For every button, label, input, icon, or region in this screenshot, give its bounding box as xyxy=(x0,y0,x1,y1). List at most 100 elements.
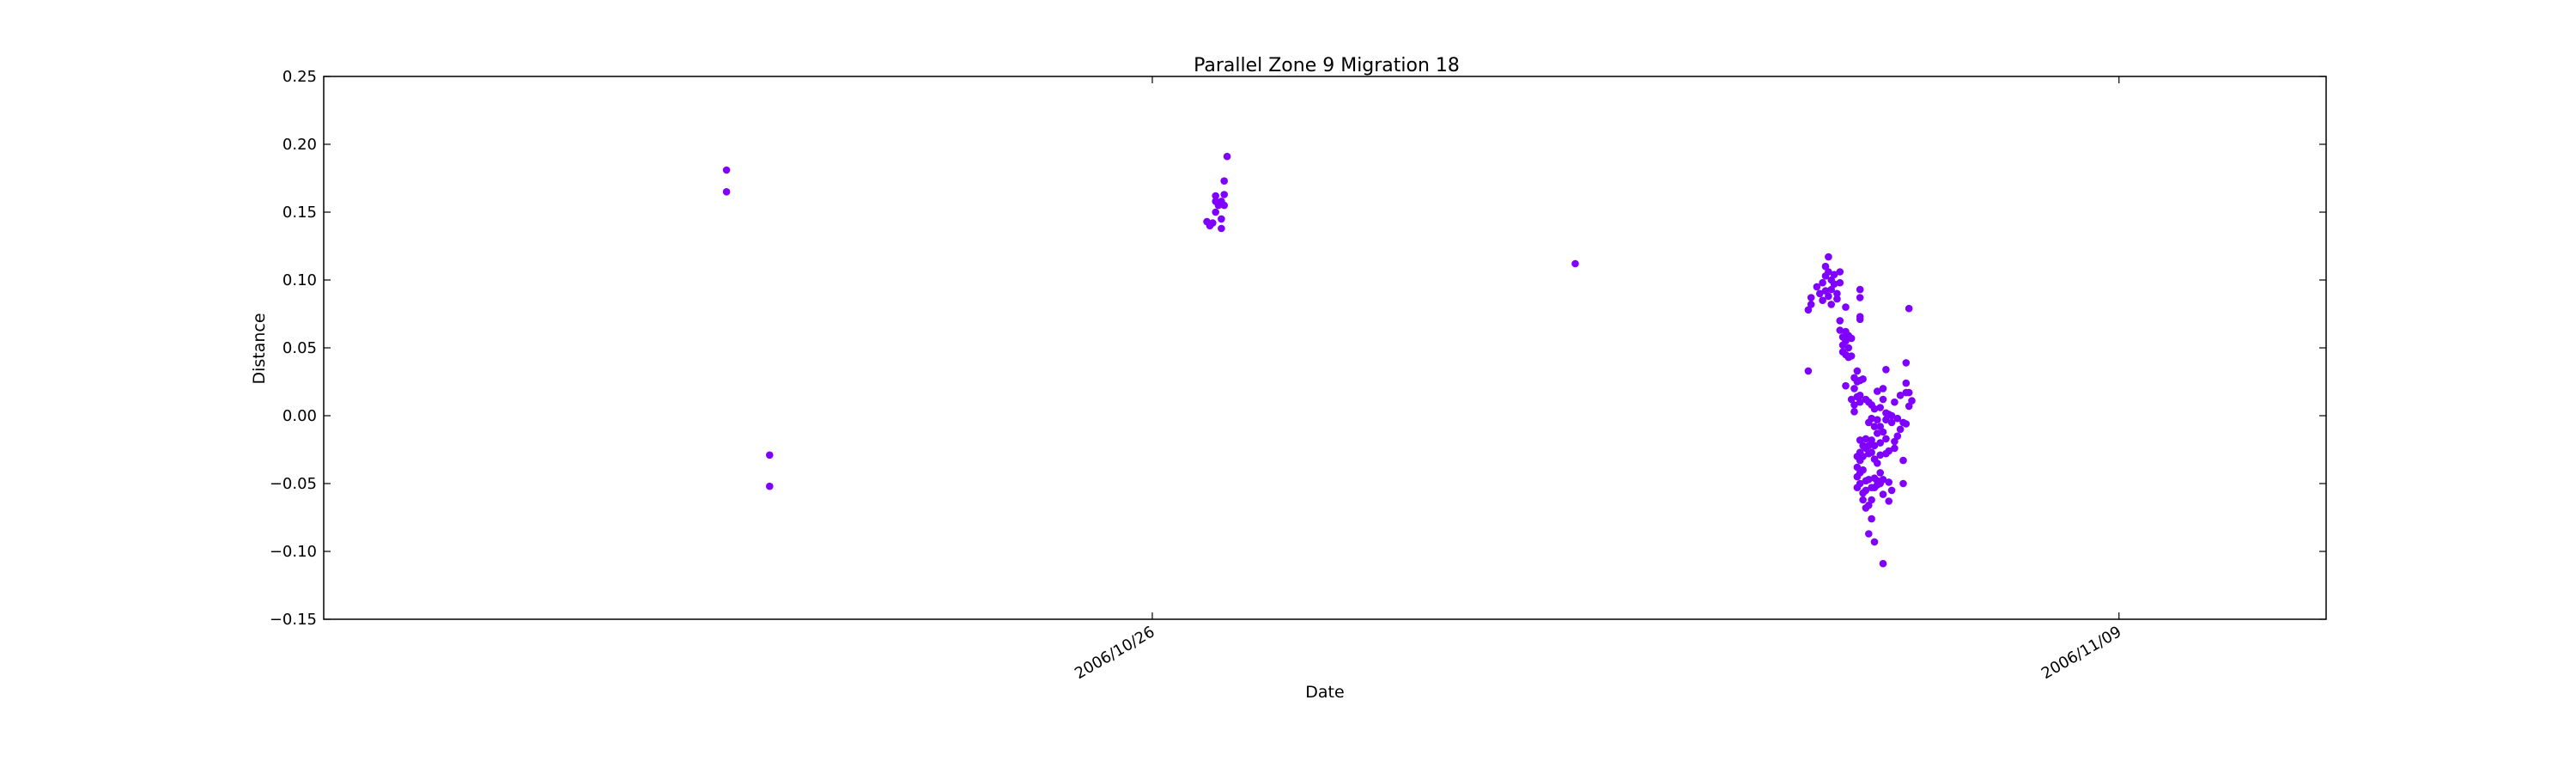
data-point xyxy=(1856,436,1864,444)
data-point xyxy=(1827,301,1835,308)
chart-title: Parallel Zone 9 Migration 18 xyxy=(1194,55,1460,76)
y-tick-label: 0.15 xyxy=(283,204,317,222)
data-point xyxy=(1842,303,1850,311)
data-point xyxy=(766,482,774,490)
data-point xyxy=(1218,224,1225,233)
data-point xyxy=(1847,352,1856,360)
data-point xyxy=(1847,334,1856,343)
data-point xyxy=(1893,414,1902,423)
data-point xyxy=(1879,428,1887,436)
data-point xyxy=(1879,490,1887,498)
data-point xyxy=(1218,215,1225,223)
data-point xyxy=(1209,219,1217,227)
data-point xyxy=(1836,278,1844,287)
data-point xyxy=(1879,559,1887,568)
data-point xyxy=(1859,466,1867,474)
data-point xyxy=(1887,486,1896,495)
data-point xyxy=(1862,435,1870,443)
data-point xyxy=(1853,463,1862,472)
data-point xyxy=(1905,304,1913,313)
data-point xyxy=(1874,416,1881,424)
data-point xyxy=(722,166,731,174)
data-point xyxy=(1856,294,1864,301)
data-point xyxy=(1807,294,1815,301)
data-point xyxy=(1876,404,1884,411)
data-point xyxy=(1807,301,1815,308)
data-point xyxy=(1842,337,1850,345)
data-point xyxy=(1882,416,1890,424)
data-point xyxy=(1833,289,1841,298)
data-point xyxy=(1899,456,1907,465)
data-point xyxy=(1856,315,1864,324)
data-point xyxy=(1862,486,1870,495)
data-point xyxy=(766,451,774,460)
data-point xyxy=(1825,292,1832,301)
data-point xyxy=(1853,367,1862,375)
data-point xyxy=(1879,476,1887,484)
data-point xyxy=(1830,271,1838,279)
x-axis-label: Date xyxy=(1305,683,1344,702)
data-point xyxy=(1879,395,1887,404)
data-point xyxy=(1856,285,1864,294)
y-tick-label: 0.05 xyxy=(283,339,317,357)
data-point xyxy=(1899,479,1907,488)
data-point xyxy=(1908,397,1916,405)
data-point xyxy=(1874,429,1881,437)
data-point xyxy=(1876,469,1884,477)
data-point xyxy=(1821,287,1830,295)
data-point xyxy=(1882,435,1890,443)
data-point xyxy=(1850,401,1858,409)
data-point xyxy=(1836,268,1844,276)
y-tick-label: −0.15 xyxy=(270,611,317,629)
data-point xyxy=(1902,420,1911,428)
data-point xyxy=(1870,538,1879,546)
data-point xyxy=(1833,295,1841,303)
data-point xyxy=(1813,283,1821,291)
data-point xyxy=(1830,280,1838,289)
data-point xyxy=(1212,192,1219,200)
data-point xyxy=(1816,289,1824,298)
data-point xyxy=(1223,152,1231,161)
data-point xyxy=(1850,385,1858,393)
data-point xyxy=(1876,439,1884,447)
y-tick-label: −0.10 xyxy=(270,543,317,561)
data-point xyxy=(1865,476,1873,484)
data-point xyxy=(1859,375,1867,383)
data-point xyxy=(1891,444,1899,453)
data-point xyxy=(1827,285,1835,294)
data-point xyxy=(1905,402,1913,411)
data-point xyxy=(1902,379,1911,387)
data-point xyxy=(1856,398,1864,406)
data-point xyxy=(1868,436,1875,444)
data-point xyxy=(1893,432,1902,440)
data-point xyxy=(1874,460,1881,467)
data-point xyxy=(1870,423,1879,430)
data-point xyxy=(1896,392,1905,399)
data-point xyxy=(1870,405,1879,413)
data-point xyxy=(1876,423,1884,430)
data-point xyxy=(722,188,731,196)
data-point xyxy=(1825,253,1832,261)
data-point xyxy=(1212,208,1219,216)
y-tick-label: 0.25 xyxy=(283,68,317,86)
data-points xyxy=(722,152,1916,568)
data-point xyxy=(1868,514,1875,523)
data-point xyxy=(1865,502,1873,509)
data-point xyxy=(1819,296,1826,305)
data-point xyxy=(1891,398,1899,406)
data-point xyxy=(1220,177,1228,185)
data-point xyxy=(1847,395,1856,404)
data-point xyxy=(1882,366,1890,374)
y-axis: −0.15 −0.10 −0.05 0.00 0.05 0.10 0.15 0.20 0.25 xyxy=(270,68,2326,629)
data-point xyxy=(1842,381,1850,390)
y-axis-label: Distance xyxy=(250,313,269,384)
data-point xyxy=(1868,448,1875,456)
data-point xyxy=(1856,392,1864,399)
y-tick-label: 0.10 xyxy=(283,271,317,289)
data-point xyxy=(1905,388,1913,397)
y-tick-label: 0.20 xyxy=(283,136,317,154)
data-point xyxy=(1825,268,1832,276)
data-point xyxy=(1821,262,1830,271)
data-point xyxy=(1836,326,1844,334)
